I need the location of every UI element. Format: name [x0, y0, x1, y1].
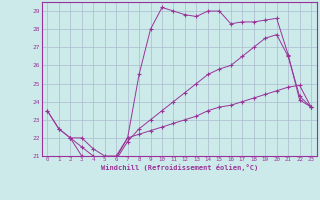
X-axis label: Windchill (Refroidissement éolien,°C): Windchill (Refroidissement éolien,°C): [100, 164, 258, 171]
